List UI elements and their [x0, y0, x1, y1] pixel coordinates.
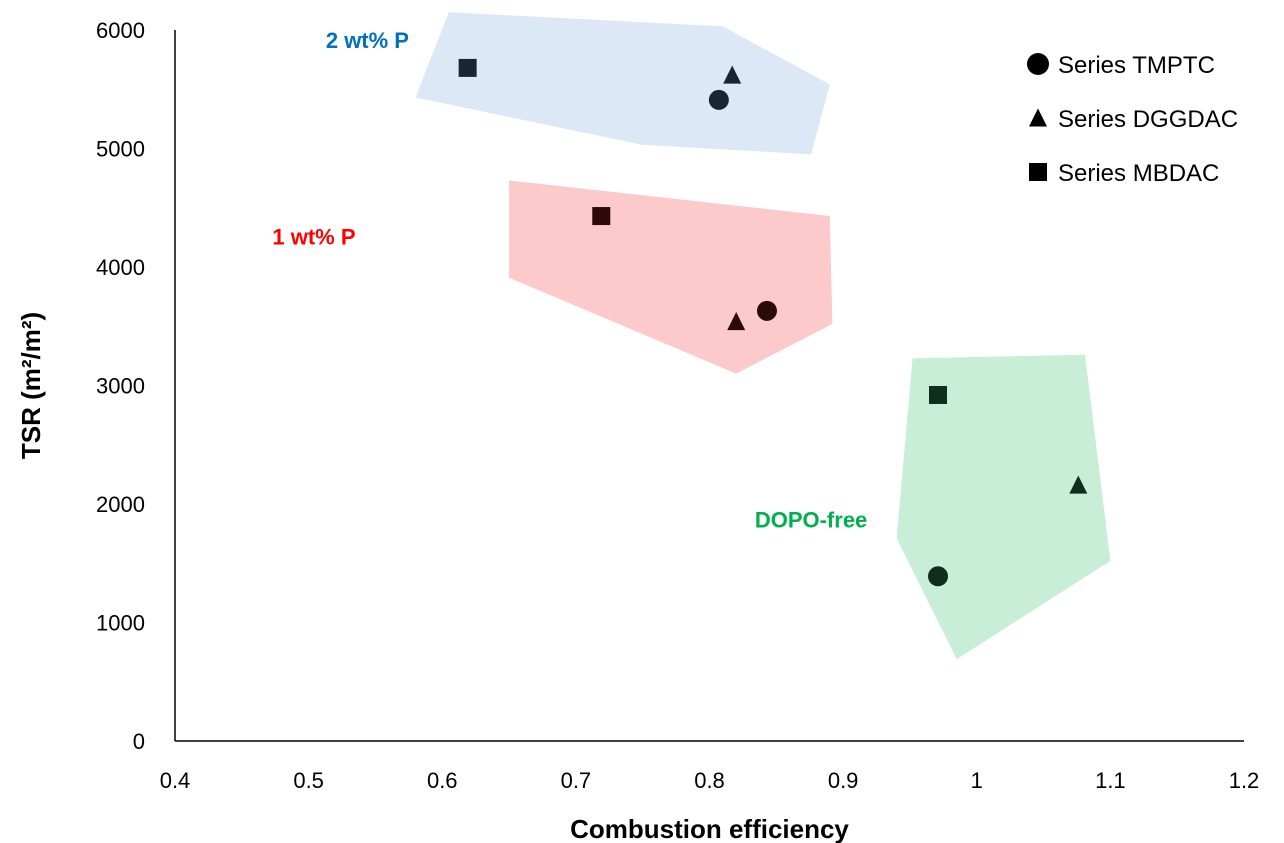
- data-point-triangle: [727, 312, 746, 331]
- data-point-circle: [927, 566, 948, 587]
- y-tick-label: 2000: [96, 492, 145, 517]
- y-tick-label: 1000: [96, 611, 145, 636]
- y-tick-label: 5000: [96, 137, 145, 162]
- data-points: [458, 58, 1088, 587]
- group-label: 1 wt% P: [272, 224, 355, 249]
- legend-label: Series TMPTC: [1058, 52, 1215, 79]
- group-label: 2 wt% P: [326, 28, 409, 53]
- x-tick-label: 1: [971, 768, 983, 793]
- data-point-triangle: [723, 65, 742, 84]
- legend-marker-circle: [1027, 53, 1049, 75]
- y-axis-title: TSR (m²/m²): [16, 312, 46, 459]
- group-labels: 2 wt% P 1 wt% P DOPO-free: [272, 28, 867, 533]
- y-tick-label: 0: [133, 729, 145, 754]
- data-point-square: [592, 207, 611, 226]
- x-tick-label: 1.2: [1229, 768, 1260, 793]
- data-point-triangle: [1069, 475, 1088, 494]
- legend-marker-triangle: [1029, 108, 1047, 127]
- y-tick-labels: 0 1000 2000 3000 4000 5000 6000: [96, 18, 145, 754]
- x-tick-label: 0.8: [694, 768, 725, 793]
- region-2: [896, 354, 1111, 660]
- region-0: [415, 12, 830, 155]
- data-point-square: [928, 385, 947, 404]
- x-tick-labels: 0.4 0.5 0.6 0.7 0.8 0.9 1 1.1 1.2: [160, 768, 1260, 793]
- y-tick-label: 6000: [96, 18, 145, 43]
- legend: Series TMPTC Series DGGDAC Series MBDAC: [1027, 52, 1238, 187]
- group-label: DOPO-free: [755, 508, 867, 533]
- x-tick-label: 0.6: [427, 768, 458, 793]
- x-axis-title: Combustion efficiency: [570, 814, 849, 843]
- x-tick-label: 1.1: [1095, 768, 1126, 793]
- axes: [174, 30, 1244, 742]
- data-point-circle: [756, 300, 777, 321]
- y-tick-label: 3000: [96, 374, 145, 399]
- legend-marker-square: [1029, 163, 1047, 181]
- y-tick-label: 4000: [96, 255, 145, 280]
- data-point-square: [458, 58, 477, 77]
- legend-label: Series MBDAC: [1058, 160, 1219, 187]
- x-tick-label: 0.4: [160, 768, 191, 793]
- group-regions: [415, 12, 1111, 660]
- data-point-circle: [708, 89, 729, 110]
- x-tick-label: 0.5: [293, 768, 324, 793]
- x-tick-label: 0.9: [828, 768, 859, 793]
- x-tick-label: 0.7: [561, 768, 592, 793]
- legend-label: Series DGGDAC: [1058, 106, 1238, 133]
- region-1: [509, 180, 833, 374]
